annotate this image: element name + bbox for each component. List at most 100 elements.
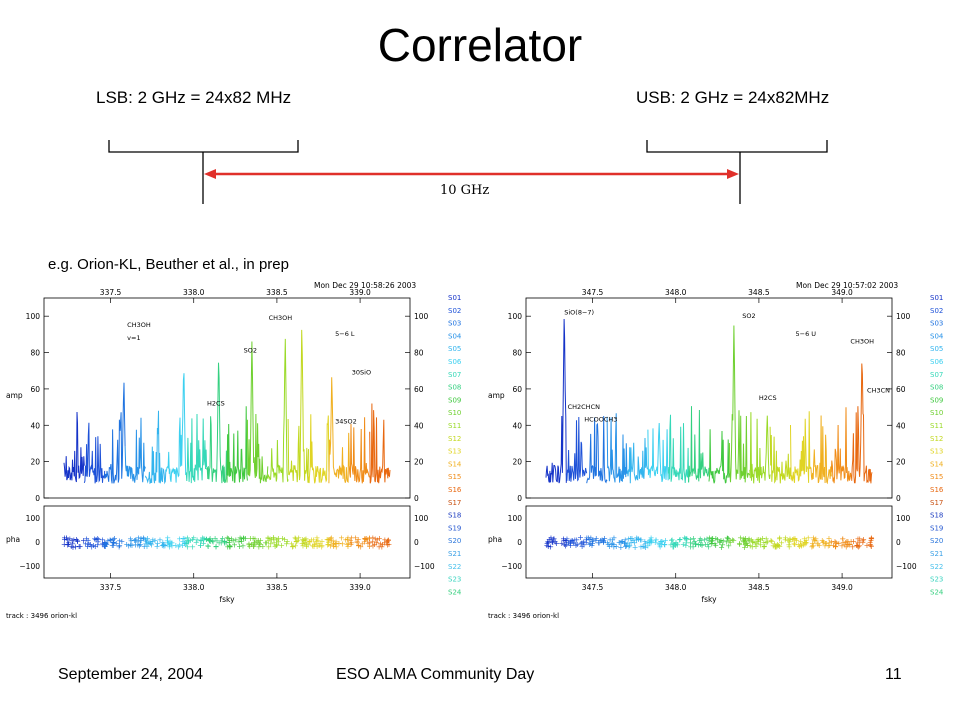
phase-point: + bbox=[154, 539, 161, 548]
usb-label: USB: 2 GHz = 24x82MHz bbox=[636, 88, 830, 107]
phase-point: + bbox=[800, 540, 807, 549]
phase-point: + bbox=[600, 537, 607, 546]
phase-point: + bbox=[774, 542, 781, 551]
phase-point: + bbox=[627, 534, 634, 543]
phase-point: + bbox=[165, 539, 172, 548]
spectrum-window-trace bbox=[267, 338, 289, 483]
phase-point: + bbox=[379, 542, 386, 551]
phase-point: + bbox=[836, 539, 843, 548]
phase-point: + bbox=[718, 536, 725, 545]
phase-point: + bbox=[313, 537, 320, 546]
phase-point: + bbox=[131, 536, 138, 545]
phase-point: + bbox=[344, 535, 351, 544]
phase-point: + bbox=[562, 536, 569, 545]
phase-point: + bbox=[330, 542, 337, 551]
spectrum-window-trace bbox=[830, 407, 853, 484]
phase-point: + bbox=[845, 537, 852, 546]
phase-point: + bbox=[313, 540, 320, 549]
phase-point: + bbox=[359, 540, 366, 549]
phase-point: + bbox=[702, 540, 709, 549]
phase-point: + bbox=[799, 540, 806, 549]
window-legend-entry: S13 bbox=[448, 448, 461, 456]
phase-point: + bbox=[197, 541, 204, 550]
pha-tick-label-right: 100 bbox=[414, 514, 429, 523]
phase-point: + bbox=[376, 543, 383, 552]
phase-point: + bbox=[742, 540, 749, 549]
phase-point: + bbox=[102, 541, 109, 550]
amp-tick-label: 0 bbox=[35, 494, 40, 503]
spectrum-window-trace bbox=[328, 377, 350, 484]
window-legend-entry: S07 bbox=[448, 371, 461, 379]
phase-point: + bbox=[625, 535, 632, 544]
phase-point: + bbox=[61, 533, 68, 542]
phase-point: + bbox=[814, 540, 821, 549]
phase-point: + bbox=[772, 542, 779, 551]
phase-point: + bbox=[785, 536, 792, 545]
phase-point: + bbox=[145, 538, 152, 547]
pha-tick-label-right: 0 bbox=[896, 538, 901, 547]
phase-point: + bbox=[324, 535, 331, 544]
spectrum-window-trace bbox=[749, 412, 771, 484]
phase-point: + bbox=[803, 536, 810, 545]
phase-point: + bbox=[656, 541, 663, 550]
window-legend-entry: S13 bbox=[930, 448, 943, 456]
phase-point: + bbox=[386, 540, 393, 549]
phase-point: + bbox=[815, 539, 822, 548]
x-tick-label-top: 339.0 bbox=[349, 288, 371, 297]
phase-point: + bbox=[328, 536, 335, 545]
spectral-line-label: HCOOCH3 bbox=[584, 416, 617, 424]
window-legend-entry: S16 bbox=[930, 486, 944, 494]
phase-point: + bbox=[104, 536, 111, 545]
phase-point: + bbox=[856, 542, 863, 551]
phase-point: + bbox=[143, 539, 150, 548]
phase-point: + bbox=[842, 541, 849, 550]
phase-point: + bbox=[633, 535, 640, 544]
phase-point: + bbox=[184, 543, 191, 552]
phase-point: + bbox=[226, 538, 233, 547]
pha-tick-label: 100 bbox=[508, 514, 523, 523]
amp-tick-label-right: 40 bbox=[896, 421, 906, 430]
spectral-line-label: 34SO2 bbox=[335, 417, 357, 425]
phase-point: + bbox=[544, 538, 551, 547]
phase-point: + bbox=[770, 541, 777, 550]
phase-point: + bbox=[137, 536, 144, 545]
phase-point: + bbox=[190, 534, 197, 543]
phase-point: + bbox=[608, 540, 615, 549]
phase-point: + bbox=[697, 535, 704, 544]
window-legend-entry: S17 bbox=[930, 499, 943, 507]
phase-point: + bbox=[144, 542, 151, 551]
phase-point: + bbox=[740, 537, 747, 546]
phase-point: + bbox=[230, 536, 237, 545]
phase-point: + bbox=[595, 539, 602, 548]
phase-point: + bbox=[850, 537, 857, 546]
phase-point: + bbox=[250, 542, 257, 551]
phase-point: + bbox=[567, 538, 574, 547]
phase-point: + bbox=[370, 541, 377, 550]
phase-point: + bbox=[250, 534, 257, 543]
pha-axis-label: pha bbox=[488, 535, 502, 544]
plot-footnote: track : 3496 orion-kl bbox=[6, 612, 77, 620]
phase-point: + bbox=[324, 540, 331, 549]
phase-point: + bbox=[558, 539, 565, 548]
phase-point: + bbox=[787, 535, 794, 544]
phase-point: + bbox=[864, 541, 871, 550]
phase-point: + bbox=[303, 540, 310, 549]
phase-point: + bbox=[833, 538, 840, 547]
phase-point: + bbox=[599, 536, 606, 545]
phase-point: + bbox=[820, 538, 827, 547]
x-tick-label-bottom: 339.0 bbox=[349, 583, 371, 592]
phase-point: + bbox=[64, 535, 71, 544]
phase-point: + bbox=[547, 543, 554, 552]
phase-point: + bbox=[236, 537, 243, 546]
window-legend-entry: S15 bbox=[448, 473, 461, 481]
phase-point: + bbox=[609, 539, 616, 548]
amp-tick-label-right: 40 bbox=[414, 421, 424, 430]
spectrum-window-trace bbox=[769, 426, 791, 484]
phase-point: + bbox=[867, 538, 874, 547]
phase-point: + bbox=[791, 540, 798, 549]
phase-point: + bbox=[839, 534, 846, 543]
phase-point: + bbox=[548, 535, 555, 544]
phase-point: + bbox=[354, 538, 361, 547]
phase-point: + bbox=[85, 540, 92, 549]
phase-point: + bbox=[164, 533, 171, 542]
